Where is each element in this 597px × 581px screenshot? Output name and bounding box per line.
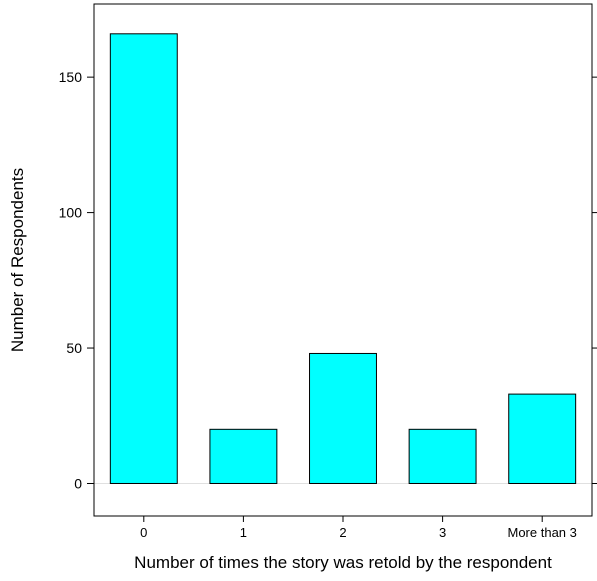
y-axis-label: Number of Respondents <box>8 168 27 352</box>
x-axis-label: Number of times the story was retold by … <box>134 553 552 572</box>
x-tick-label-2: 2 <box>339 525 346 540</box>
y-tick-label-3: 150 <box>59 69 83 85</box>
x-tick-label-4: More than 3 <box>508 525 577 540</box>
x-tick-label-0: 0 <box>140 525 147 540</box>
bar-0 <box>109 33 178 484</box>
bar-3 <box>408 428 477 484</box>
bar-4 <box>508 393 577 485</box>
x-tick-label-3: 3 <box>439 525 446 540</box>
y-tick-label-1: 50 <box>66 340 82 356</box>
x-tick-label-1: 1 <box>240 525 247 540</box>
y-tick-label-0: 0 <box>74 475 82 491</box>
y-tick-label-2: 100 <box>59 205 83 221</box>
bar-2 <box>309 352 377 484</box>
bar-1 <box>209 428 278 484</box>
